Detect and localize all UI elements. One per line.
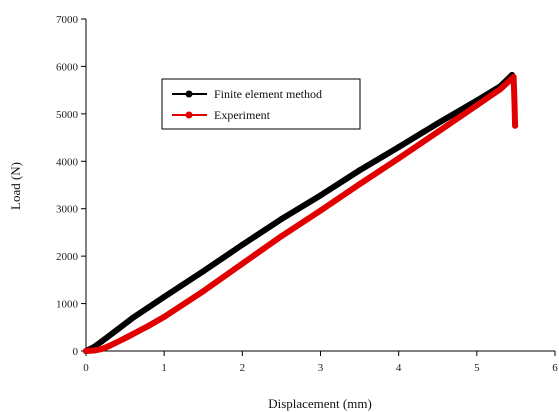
data-point-finite-element-method xyxy=(200,268,207,275)
data-point-experiment xyxy=(356,181,363,188)
data-point-finite-element-method xyxy=(129,314,136,321)
y-tick-label: 1000 xyxy=(56,299,79,311)
data-point-finite-element-method xyxy=(278,216,285,223)
data-point-finite-element-method xyxy=(395,144,402,151)
data-point-finite-element-method xyxy=(114,326,121,333)
legend-box xyxy=(161,78,361,130)
data-point-experiment xyxy=(161,313,168,320)
y-axis-title: Load (N) xyxy=(8,162,23,210)
data-point-experiment xyxy=(395,155,402,162)
data-point-finite-element-method xyxy=(356,167,363,174)
data-point-experiment xyxy=(512,122,519,129)
data-point-experiment xyxy=(83,348,89,354)
x-tick-label: 3 xyxy=(318,362,324,374)
data-point-experiment xyxy=(510,73,517,80)
data-point-experiment xyxy=(317,207,324,214)
legend-marker-fem xyxy=(185,90,193,98)
x-tick-label: 5 xyxy=(474,362,480,374)
y-tick-label: 3000 xyxy=(56,204,79,216)
data-point-experiment xyxy=(434,128,441,135)
data-point-experiment xyxy=(200,288,207,295)
data-point-experiment xyxy=(98,346,105,353)
y-tick-label: 5000 xyxy=(56,109,79,121)
x-tick-label: 6 xyxy=(552,362,558,374)
legend: Finite element method Experiment xyxy=(161,78,361,130)
x-tick-label: 2 xyxy=(240,362,246,374)
y-tick-label: 4000 xyxy=(56,156,79,168)
data-point-finite-element-method xyxy=(434,120,441,127)
legend-label-experiment: Experiment xyxy=(214,108,271,122)
data-point-finite-element-method xyxy=(239,241,246,248)
data-point-experiment xyxy=(90,347,97,354)
data-point-finite-element-method xyxy=(98,338,105,345)
data-point-experiment xyxy=(106,342,113,349)
x-tick-label: 0 xyxy=(83,362,89,374)
axes: 0 1000 2000 3000 4000 5000 6000 7000 0 1 2 3 4 5 6 xyxy=(56,14,558,374)
data-point-finite-element-method xyxy=(145,304,152,311)
y-tick-label: 0 xyxy=(73,346,79,358)
y-tick-label: 6000 xyxy=(56,61,79,73)
x-tick-label: 1 xyxy=(161,362,167,374)
y-tick-label: 7000 xyxy=(56,14,79,26)
data-point-experiment xyxy=(497,86,504,93)
data-point-finite-element-method xyxy=(317,192,324,199)
series-layer xyxy=(83,71,519,354)
x-axis-title: Displacement (mm) xyxy=(268,396,372,411)
data-point-experiment xyxy=(145,322,152,329)
data-point-experiment xyxy=(511,96,518,103)
data-point-finite-element-method xyxy=(161,293,168,300)
legend-marker-experiment xyxy=(185,111,193,119)
data-point-experiment xyxy=(239,260,246,267)
legend-label-fem: Finite element method xyxy=(214,87,322,101)
x-tick-label: 4 xyxy=(396,362,402,374)
data-point-experiment xyxy=(473,102,480,109)
data-point-experiment xyxy=(122,335,129,342)
y-tick-label: 2000 xyxy=(56,251,79,263)
data-point-experiment xyxy=(278,233,285,240)
